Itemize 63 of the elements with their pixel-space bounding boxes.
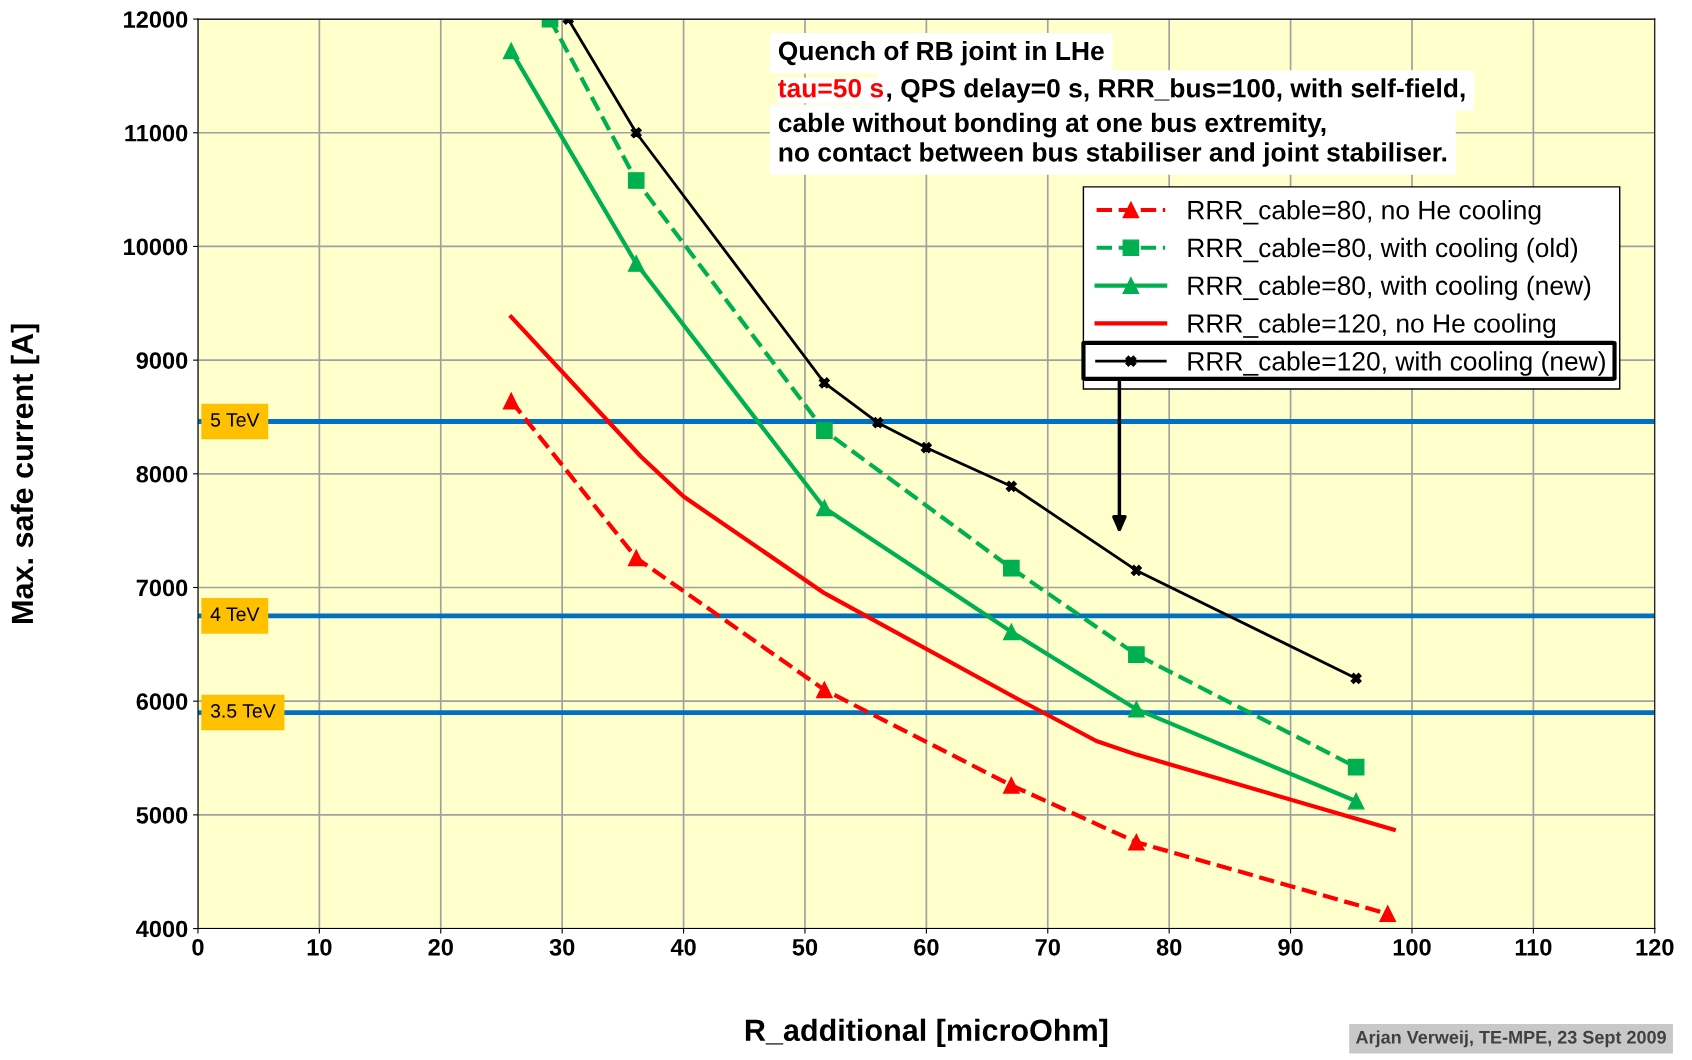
point (627, 255, 645, 272)
annotation: no contact between bus stabiliser and joint stabiliser. (779, 142, 1447, 167)
text: Arjan Verweij, TE-MPE, 23 Sept 2009 (1355, 1030, 1666, 1048)
point (816, 681, 833, 699)
point (1005, 480, 1017, 492)
point (502, 392, 520, 410)
point (818, 377, 830, 389)
annotation: cable without bonding at one bus extremity, (778, 112, 1326, 138)
legend-label: RRR_cable=80, with cooling (old) (1188, 237, 1578, 263)
y-tick-label: 9000 (136, 352, 188, 369)
x-tick-label: 0 (192, 938, 204, 956)
x-tick-label: 40 (670, 938, 696, 956)
legend-label: RRR_cable=80, with cooling (new) (1188, 275, 1591, 301)
x-tick-label: 50 (792, 938, 818, 956)
x-tick-label: 20 (428, 938, 453, 956)
legend-label: RRR_cable=120, no He cooling (1188, 313, 1556, 339)
y-tick-label: 10000 (124, 238, 188, 256)
x-tick-label: 60 (914, 938, 939, 956)
point (1347, 758, 1365, 776)
y-tick-label: 8000 (136, 465, 188, 483)
y-tick-label: 6000 (136, 693, 188, 710)
point (1128, 646, 1145, 663)
y-tick-label: 5000 (136, 806, 188, 824)
point (816, 422, 833, 439)
point (1347, 792, 1365, 810)
annotation: , QPS delay=0 s, RRR_bus=100, with self-field, (887, 78, 1465, 103)
y-axis-title: Max. safe current [A] (10, 324, 40, 623)
point (816, 499, 833, 517)
annotation: tau=50 s (778, 78, 884, 98)
x-tick-label: 90 (1278, 938, 1303, 956)
y-tick-label: 12000 (124, 11, 188, 28)
point (1379, 905, 1397, 923)
point (920, 442, 932, 454)
y-tick-label: 4000 (136, 920, 188, 938)
point (627, 172, 645, 189)
point (1003, 776, 1020, 794)
ref-line-label: 5 TeV (210, 413, 260, 427)
point (1350, 672, 1362, 685)
x-tick-label: 70 (1035, 938, 1060, 956)
point (872, 417, 884, 429)
x-tick-label: 120 (1636, 938, 1674, 956)
point (1130, 564, 1142, 577)
x-axis-title: R_additional [microOhm] (745, 1018, 1108, 1048)
x-tick-label: 30 (549, 938, 575, 956)
legend-label: RRR_cable=120, with cooling (new) (1188, 351, 1605, 376)
ref-line-label: 3.5 TeV (210, 704, 276, 718)
annotation: Quench of RB joint in LHe (778, 40, 1104, 66)
y-tick-label: 7000 (136, 579, 188, 597)
point (630, 127, 642, 139)
point (1003, 559, 1020, 577)
x-tick-label: 100 (1393, 938, 1431, 956)
point (1128, 833, 1145, 851)
line-series (509, 314, 1396, 832)
legend-label: RRR_cable=80, no He cooling (1188, 200, 1541, 225)
x-tick-label: 80 (1156, 938, 1182, 956)
y-tick-label: 11000 (125, 124, 188, 142)
ref-line-label: 4 TeV (210, 607, 260, 622)
point (1128, 700, 1145, 718)
point (1003, 623, 1020, 641)
x-tick-label: 110 (1515, 938, 1552, 956)
point (502, 42, 520, 60)
x-tick-label: 10 (307, 938, 332, 956)
point (627, 549, 645, 567)
